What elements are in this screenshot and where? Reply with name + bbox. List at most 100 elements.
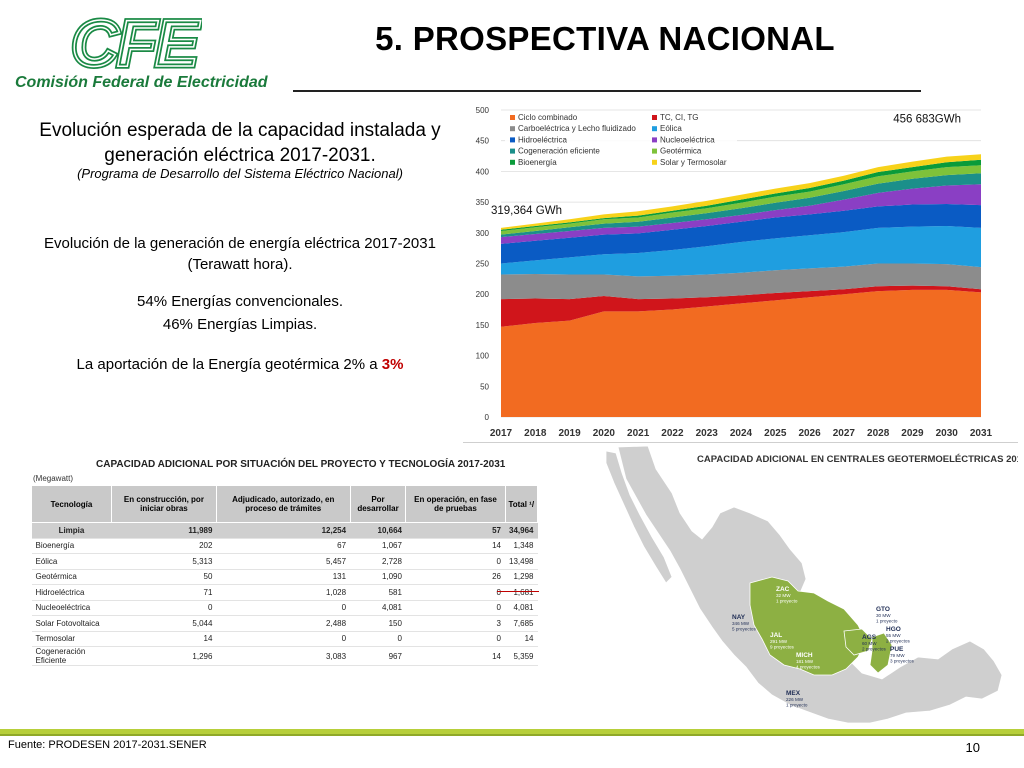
x-tick-label: 2027 bbox=[833, 428, 856, 439]
value-cell: 0 bbox=[350, 631, 406, 647]
value-cell: 67 bbox=[216, 538, 351, 554]
clean-share: 46% Energías Limpias. bbox=[162, 316, 318, 333]
value-cell: 1,067 bbox=[350, 538, 406, 554]
value-cell: 0 bbox=[216, 631, 351, 647]
value-cell: 0 bbox=[405, 584, 505, 601]
y-tick-label: 50 bbox=[480, 382, 489, 391]
legend-label: Bioenergía bbox=[518, 158, 557, 167]
table-header-row: Tecnología En construcción, por iniciar o… bbox=[31, 485, 538, 523]
area-series-4 bbox=[501, 203, 981, 264]
y-tick-label: 0 bbox=[485, 413, 490, 422]
map-state-detail: 346 MW bbox=[732, 621, 750, 626]
y-tick-label: 100 bbox=[476, 352, 490, 361]
value-cell: 1,348 bbox=[505, 538, 538, 554]
value-cell: 34,964 bbox=[505, 522, 538, 539]
x-tick-label: 2017 bbox=[490, 428, 513, 439]
value-cell: 0 bbox=[405, 600, 505, 616]
value-cell: 14 bbox=[111, 631, 217, 647]
x-tick-label: 2019 bbox=[558, 428, 581, 439]
table-header-cell: Por desarrollar bbox=[349, 485, 407, 523]
y-tick-label: 250 bbox=[476, 260, 490, 269]
value-cell: 14 bbox=[405, 646, 505, 666]
value-cell: 12,254 bbox=[216, 522, 351, 539]
map-state-detail: 79 MW bbox=[890, 653, 905, 658]
map-state-detail: 4 proyectos bbox=[796, 665, 820, 670]
map-land bbox=[617, 445, 1003, 724]
value-cell: 71 bbox=[111, 584, 217, 601]
y-tick-label: 200 bbox=[476, 290, 490, 299]
value-cell: 4,081 bbox=[350, 600, 406, 616]
y-tick-label: 300 bbox=[476, 229, 490, 238]
logo-acronym-stripe: CFE bbox=[71, 8, 201, 74]
table-row: Solar Fotovoltaica 5,044 2,488 150 3 7,685 bbox=[31, 615, 538, 632]
capacity-table: Tecnología En construcción, por iniciar o… bbox=[31, 485, 538, 666]
conventional-share: 54% Energías convencionales. bbox=[137, 293, 343, 310]
legend-swatch bbox=[510, 159, 515, 165]
value-cell: 10,664 bbox=[350, 522, 406, 539]
value-cell: 5,044 bbox=[111, 615, 217, 632]
map-baja-peninsula bbox=[605, 450, 673, 584]
legend-swatch bbox=[510, 148, 515, 154]
x-tick-label: 2020 bbox=[593, 428, 616, 439]
annotation-end: 456 683GWh bbox=[893, 113, 961, 125]
value-cell: 1,090 bbox=[350, 569, 406, 585]
map-state-label: GTO bbox=[876, 606, 890, 613]
table-header-cell: Total ¹/ bbox=[504, 485, 538, 523]
page-number: 10 bbox=[965, 740, 980, 755]
geothermal-contribution: La aportación de la Energía geotérmica 2… bbox=[20, 356, 460, 373]
annotation-start: 319,364 GWh bbox=[491, 205, 562, 217]
value-cell: 2,488 bbox=[216, 615, 351, 632]
map-state-detail: 3 proyectos bbox=[890, 659, 914, 664]
value-cell: 0 bbox=[111, 600, 217, 616]
table-header-cell: Adjudicado, autorizado, en proceso de tr… bbox=[215, 485, 351, 523]
map-state-detail: 32 MW bbox=[776, 593, 791, 598]
map-state-detail: 226 MW bbox=[786, 697, 804, 702]
table-header-cell: Tecnología bbox=[31, 485, 112, 523]
y-tick-label: 500 bbox=[476, 106, 490, 115]
legend-swatch bbox=[652, 137, 657, 143]
value-cell: 7,685 bbox=[505, 615, 538, 632]
area-series-7 bbox=[501, 165, 981, 235]
value-cell: 2,728 bbox=[350, 553, 406, 570]
legend-swatch bbox=[652, 159, 657, 165]
legend-label: TC, CI, TG bbox=[660, 113, 699, 122]
table-unit: (Megawatt) bbox=[33, 474, 74, 483]
x-tick-label: 2029 bbox=[901, 428, 924, 439]
value-cell: 0 bbox=[405, 631, 505, 647]
value-cell: 50 bbox=[111, 569, 217, 585]
table-summary-row: Limpia 11,989 12,254 10,664 57 34,964 bbox=[31, 522, 538, 539]
generation-area-chart: 0 50 100 150 200 250 300 350 400 450 500 2017 2018 20… bbox=[476, 106, 993, 439]
area-series-8 bbox=[501, 159, 981, 231]
table-row: Bioenergía 202 67 1,067 14 1,348 bbox=[31, 538, 538, 554]
source-note: Fuente: PRODESEN 2017-2031.SENER bbox=[8, 739, 207, 751]
value-cell: 1,681 bbox=[505, 584, 538, 601]
technology-cell: Hidroeléctrica bbox=[31, 584, 112, 601]
legend-swatch bbox=[510, 115, 515, 120]
technology-cell: Solar Fotovoltaica bbox=[31, 615, 112, 632]
area-series-6 bbox=[501, 173, 981, 238]
cfe-logo: CFE CFE Comisión Federal de Electricidad bbox=[12, 6, 268, 98]
chart-bottom-border bbox=[463, 442, 1018, 443]
map-state-detail: 1 proyecto bbox=[876, 619, 898, 624]
x-tick-label: 2021 bbox=[627, 428, 650, 439]
x-tick-label: 2026 bbox=[798, 428, 821, 439]
value-cell: 5,313 bbox=[111, 553, 217, 570]
value-cell: 3 bbox=[405, 615, 505, 632]
page-title: 5. PROSPECTIVA NACIONAL bbox=[375, 20, 835, 57]
legend-label: Geotérmica bbox=[660, 147, 702, 156]
map-state-detail: 181 MW bbox=[796, 659, 814, 664]
value-cell: 1,298 bbox=[505, 569, 538, 585]
legend-label: Carboeléctrica y Lecho fluidizado bbox=[518, 124, 636, 133]
geothermal-total-underline bbox=[497, 591, 539, 592]
table-row: Termosolar 14 0 0 0 14 bbox=[31, 631, 538, 647]
map-state-label: JAL bbox=[770, 632, 782, 639]
map-state-label: MEX bbox=[786, 690, 801, 697]
legend-label: Hidroeléctrica bbox=[518, 135, 567, 144]
geothermal-highlight: 3% bbox=[381, 356, 404, 373]
value-cell: 11,989 bbox=[111, 522, 217, 539]
area-series-1 bbox=[501, 285, 981, 327]
map-state-label: AGS bbox=[862, 634, 877, 641]
table-row: Hidroeléctrica 71 1,028 581 0 1,681 bbox=[31, 584, 538, 601]
chart-legend: Ciclo combinado TC, CI, TG Carboeléctrica … bbox=[505, 111, 737, 170]
